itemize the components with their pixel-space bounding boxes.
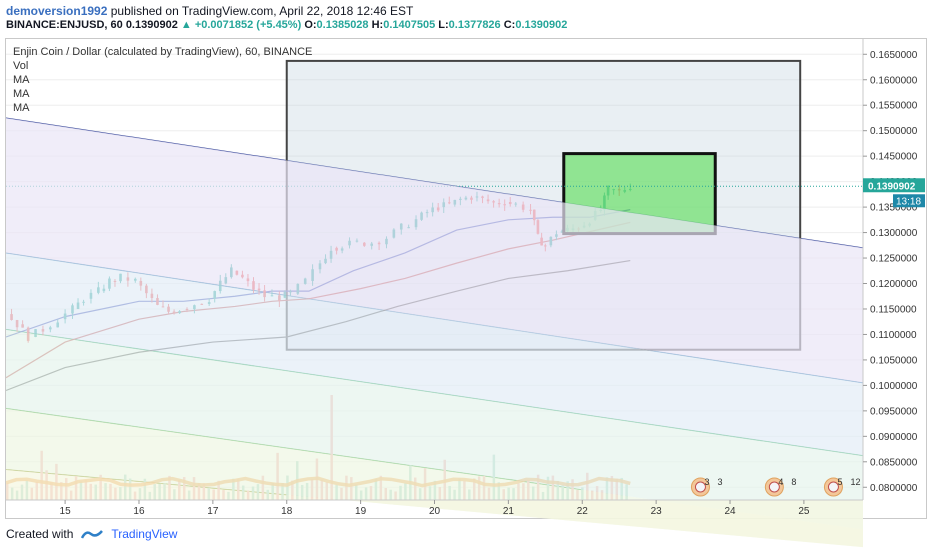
time-tick-label: 17	[207, 506, 219, 517]
event-count-label: 4	[778, 477, 783, 487]
channel-fill	[6, 469, 863, 548]
legend-item-ma-3: MA	[13, 102, 30, 114]
created-with-text: Created with	[6, 527, 74, 541]
channel-fill	[6, 252, 863, 456]
symbol-label: BINANCE:ENJUSD, 60	[6, 19, 123, 31]
price-tick-label: 0.1550000	[870, 101, 918, 112]
change-value: +0.0071852 (+5.45%)	[194, 19, 302, 31]
price-tick-label: 0.1000000	[870, 381, 918, 392]
low-value: 0.1377826	[448, 19, 501, 31]
price-tick-label: 0.1350000	[870, 203, 918, 214]
h-label: H:	[371, 19, 384, 31]
channel-fill	[6, 329, 863, 530]
price-tick-label: 0.1300000	[870, 228, 918, 239]
time-tick-label: 18	[281, 506, 293, 517]
time-tick-label: 22	[577, 506, 589, 517]
open-value: 0.1385028	[316, 19, 369, 31]
event-count-label: 3	[704, 477, 709, 487]
price-tick-label: 0.1050000	[870, 355, 918, 366]
chart-legend: Enjin Coin / Dollar (calculated by Tradi…	[13, 45, 312, 115]
event-count-label: 3	[717, 477, 722, 487]
price-tick-label: 0.1450000	[870, 152, 918, 163]
footer: Created with TradingView	[6, 527, 177, 541]
time-tick-label: 16	[133, 506, 145, 517]
legend-item-vol: Vol	[13, 60, 29, 72]
price-tick-label: 0.1600000	[870, 75, 918, 86]
last-price-tag	[863, 178, 925, 193]
time-tick-label: 21	[503, 506, 515, 517]
countdown-label: 13:18	[896, 196, 921, 207]
last-price-tag-label: 0.1390902	[868, 181, 916, 192]
legend-item-ma-2: MA	[13, 88, 30, 100]
channel-fill	[6, 117, 863, 383]
published-text: published on TradingView.com, April 22, …	[107, 4, 414, 18]
chart-frame	[5, 38, 927, 519]
event-count-label: 5	[837, 477, 842, 487]
ohlc-line: BINANCE:ENJUSD, 60 0.1390902 ▲ +0.007185…	[6, 19, 567, 31]
price-tick-label: 0.0800000	[870, 483, 918, 494]
legend-item-ma-1: MA	[13, 74, 30, 86]
event-flag-icon	[694, 481, 706, 493]
l-label: L:	[438, 19, 449, 31]
time-tick-label: 24	[724, 506, 736, 517]
event-count-label: 12	[850, 477, 860, 487]
close-value: 0.1390902	[515, 19, 568, 31]
time-tick-label: 20	[429, 506, 441, 517]
tradingview-logo-icon	[81, 530, 104, 539]
legend-title: Enjin Coin / Dollar (calculated by Tradi…	[13, 46, 313, 58]
time-tick-label: 15	[60, 506, 72, 517]
time-tick-label: 25	[798, 506, 810, 517]
price-tick-label: 0.1250000	[870, 254, 918, 265]
last-price: 0.1390902	[125, 19, 178, 31]
time-tick-label: 19	[355, 506, 367, 517]
time-tick-label: 23	[651, 506, 663, 517]
price-tick-label: 0.1500000	[870, 126, 918, 137]
price-tick-label: 0.1650000	[870, 50, 918, 61]
o-label: O:	[304, 19, 317, 31]
tradingview-brand[interactable]: TradingView	[111, 527, 178, 541]
price-tick-label: 0.0850000	[870, 457, 918, 468]
up-arrow-icon: ▲	[180, 19, 192, 31]
high-value: 0.1407505	[383, 19, 436, 31]
author-link[interactable]: demoversion1992	[6, 4, 108, 18]
price-tick-label: 0.1150000	[870, 304, 917, 315]
price-tick-label: 0.1200000	[870, 279, 918, 290]
event-count-label: 8	[791, 477, 796, 487]
publish-header: demoversion1992 published on TradingView…	[6, 4, 413, 19]
price-tick-label: 0.0900000	[870, 432, 918, 443]
event-flag-icon	[827, 481, 839, 493]
price-tick-label: 0.1100000	[870, 330, 917, 341]
price-tick-label: 0.0950000	[870, 406, 918, 417]
countdown-tag	[893, 194, 925, 208]
c-label: C:	[503, 19, 516, 31]
event-flag-icon	[768, 481, 780, 493]
